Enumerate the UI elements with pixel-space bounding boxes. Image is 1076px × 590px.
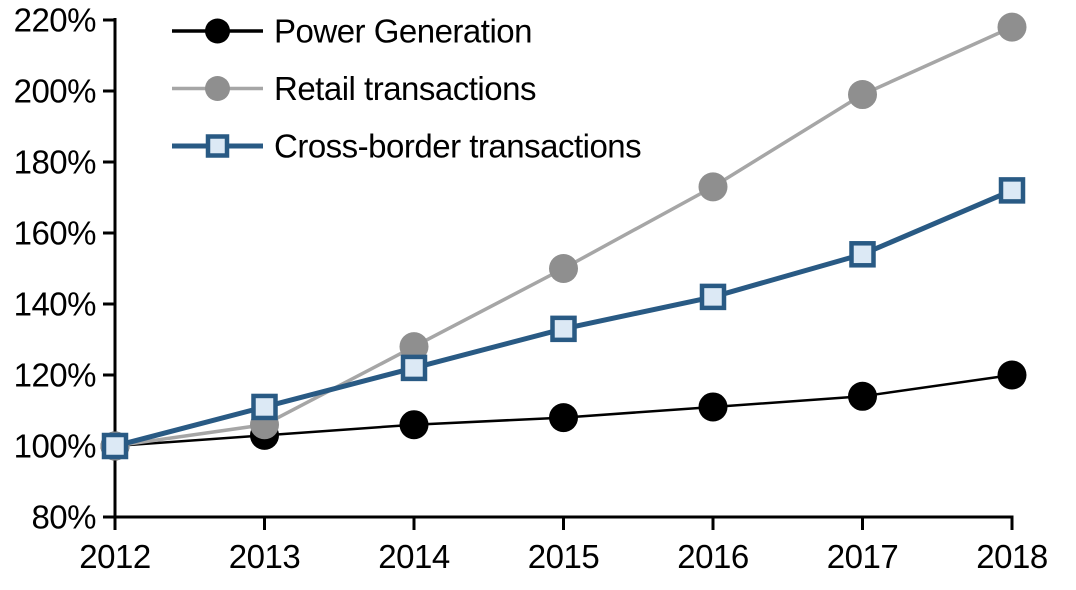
cross-border-transactions-marker: [998, 177, 1026, 204]
cross-border-transactions-marker: [550, 315, 577, 343]
power-generation-marker: [848, 381, 877, 411]
y-tick-label: 220%: [14, 2, 97, 39]
y-tick-label: 180%: [14, 144, 97, 181]
legend-item-retail-transactions: Retail transactions: [172, 70, 536, 107]
retail-transactions-marker: [698, 172, 728, 202]
power-generation-marker: [399, 410, 429, 440]
y-tick-label: 200%: [14, 73, 97, 110]
retail-transactions-marker: [848, 80, 877, 110]
y-tick-label: 120%: [14, 357, 97, 394]
power-generation-marker: [698, 392, 728, 422]
cross-border-transactions-legend-marker: [205, 134, 230, 158]
x-tick-label: 2012: [79, 538, 150, 575]
power-generation-legend-label: Power Generation: [274, 13, 532, 50]
y-tick-label: 160%: [14, 215, 97, 252]
retail-transactions-legend-label: Retail transactions: [274, 70, 536, 107]
cross-border-transactions-marker: [251, 393, 278, 421]
y-tick-label: 80%: [31, 499, 96, 536]
cross-border-transactions-marker: [400, 354, 428, 382]
power-generation-marker: [549, 403, 578, 433]
retail-transactions-marker: [997, 12, 1027, 42]
y-tick-label: 100%: [14, 428, 97, 465]
cross-border-transactions-marker: [101, 432, 129, 460]
x-tick-label: 2016: [677, 538, 748, 575]
x-tick-label: 2017: [827, 538, 898, 575]
y-tick-label: 140%: [14, 286, 97, 323]
legend-item-cross-border-transactions: Cross-border transactions: [172, 128, 642, 165]
x-tick-label: 2015: [528, 538, 599, 575]
cross-border-transactions-marker: [849, 241, 876, 268]
cross-border-transactions-legend-label: Cross-border transactions: [274, 128, 641, 165]
legend: Power Generation Retail transactions Cross…: [172, 13, 642, 165]
legend-item-power-generation: Power Generation: [172, 13, 532, 50]
x-tick-label: 2014: [378, 538, 450, 575]
retail-transactions-marker: [399, 332, 429, 362]
retail-transactions-marker: [549, 254, 578, 283]
x-tick-label: 2013: [229, 538, 300, 575]
power-generation-legend-marker: [205, 18, 230, 44]
x-tick-label: 2018: [976, 538, 1047, 575]
retail-transactions-legend-marker: [205, 76, 230, 101]
cross-border-transactions-marker: [699, 283, 727, 311]
power-generation-marker: [997, 360, 1027, 390]
